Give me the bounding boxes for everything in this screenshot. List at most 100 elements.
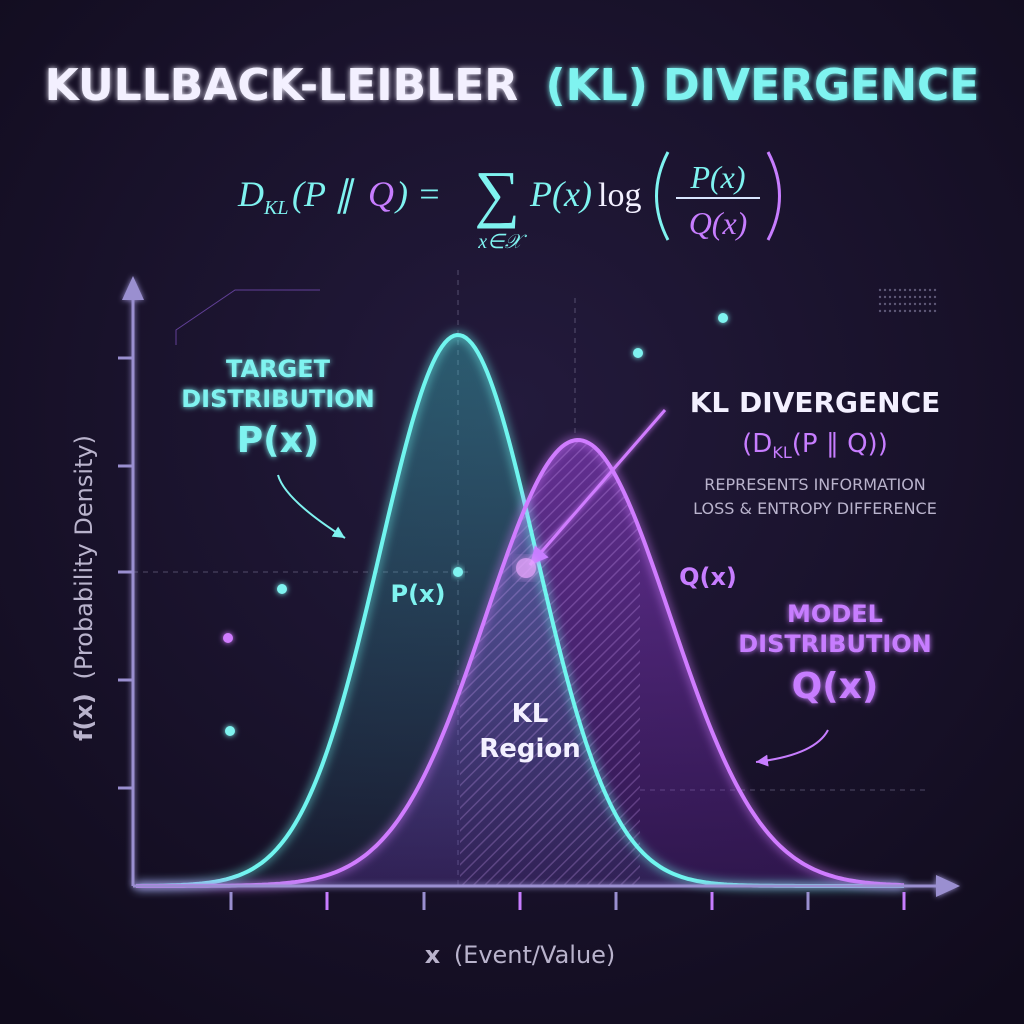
formula-denominator: Q(x) (689, 205, 748, 241)
grid-dot (908, 295, 912, 299)
grid-dot (918, 295, 922, 299)
kl-callout-formula-right: (P ∥ Q)) (792, 429, 888, 459)
grid-dot (893, 288, 897, 292)
formula-args: (P ∥ (292, 174, 355, 214)
target-line: TARGET (226, 355, 331, 383)
kl-callout-desc: LOSS & ENTROPY DIFFERENCE (693, 499, 937, 518)
kl-callout-formula-sub: KL (772, 443, 791, 462)
grid-dot (928, 288, 932, 292)
dot-grid (878, 288, 937, 313)
kl-callout: KL DIVERGENCE (DKL(P ∥ Q)) REPRESENTS IN… (690, 386, 941, 518)
target-arrow (277, 474, 346, 539)
y-axis-text: (Probability Density) (70, 435, 98, 679)
y-axis-symbol: f(x) (70, 693, 98, 741)
model-line: DISTRIBUTION (738, 630, 932, 658)
formula-paren-right (766, 151, 781, 241)
grid-dot (903, 288, 907, 292)
grid-dot (908, 309, 912, 313)
grid-dot (903, 302, 907, 306)
grid-dot (933, 288, 937, 292)
model-line: MODEL (787, 600, 883, 628)
region-line: Region (479, 734, 581, 764)
grid-dot (883, 295, 887, 299)
grid-dot (898, 288, 902, 292)
grid-dot (918, 302, 922, 306)
formula-term: P(x) (529, 174, 592, 214)
peak-dot (453, 567, 463, 577)
target-label: TARGET DISTRIBUTION P(x) (181, 355, 375, 461)
grid-dot (903, 295, 907, 299)
grid-dot (913, 288, 917, 292)
grid-dot (878, 288, 882, 292)
grid-dot (923, 288, 927, 292)
grid-dot (928, 302, 932, 306)
grid-dot (883, 288, 887, 292)
grid-dot (923, 302, 927, 306)
grid-dot (913, 309, 917, 313)
grid-dot (883, 302, 887, 306)
grid-dot (878, 309, 882, 313)
grid-dot (918, 288, 922, 292)
grid-dot (903, 309, 907, 313)
grid-dot (888, 288, 892, 292)
kl-callout-formula-left: (D (742, 429, 772, 459)
region-line: KL (512, 699, 549, 729)
grid-dot (888, 302, 892, 306)
grid-dot (893, 302, 897, 306)
grid-dot (923, 295, 927, 299)
grid-dot (928, 309, 932, 313)
x-axis-text: (Event/Value) (454, 941, 615, 969)
region-label: KL Region (479, 699, 581, 764)
kl-callout-title: KL DIVERGENCE (690, 386, 941, 419)
formula-d: D (237, 174, 264, 214)
formula-sum-index: x∈𝒳 (477, 231, 527, 253)
formula-d-sub: KL (263, 197, 288, 219)
title-part1: KULLBACK-LEIBLER (45, 60, 519, 111)
grid-dot (908, 302, 912, 306)
grid-dot (908, 288, 912, 292)
grid-dot (913, 295, 917, 299)
formula-q: Q (368, 174, 394, 214)
grid-dot (878, 295, 882, 299)
grid-dot (898, 309, 902, 313)
sparkles (223, 313, 728, 736)
model-label: MODEL DISTRIBUTION Q(x) (738, 600, 932, 707)
grid-dot (933, 309, 937, 313)
grid-dot (933, 295, 937, 299)
peak-label: P(x) (390, 580, 445, 608)
grid-dot (888, 309, 892, 313)
title: KULLBACK-LEIBLER (KL) DIVERGENCE (45, 60, 980, 111)
kl-region (460, 440, 640, 886)
grid-dot (878, 302, 882, 306)
grid-dot (918, 309, 922, 313)
grid-dot (898, 302, 902, 306)
model-arrow (755, 729, 829, 767)
x-axis-label: x (Event/Value) (425, 941, 616, 969)
kl-callout-formula: (DKL(P ∥ Q)) (742, 429, 888, 462)
grid-dot (898, 295, 902, 299)
x-axis-symbol: x (425, 941, 441, 969)
grid-dot (888, 295, 892, 299)
model-symbol: Q(x) (792, 666, 879, 707)
title-part2: (KL) DIVERGENCE (545, 60, 979, 111)
grid-dot (923, 309, 927, 313)
grid-dot (933, 302, 937, 306)
formula-args-right: ) = (394, 174, 441, 214)
formula-paren-left (655, 151, 670, 241)
grid-dot (893, 295, 897, 299)
grid-dot (883, 309, 887, 313)
target-line: DISTRIBUTION (181, 385, 375, 413)
formula: D KL (P ∥ Q ) = ∑ x∈𝒳 P(x) log P(x) Q(x) (237, 151, 781, 253)
formula-log: log (598, 177, 641, 214)
ticks (118, 356, 906, 910)
kl-arrow-glow (516, 558, 536, 578)
y-axis-label: f(x) (Probability Density) (70, 435, 98, 741)
formula-sum: ∑ (474, 158, 520, 229)
grid-dot (893, 309, 897, 313)
grid-dot (928, 295, 932, 299)
kl-callout-desc: REPRESENTS INFORMATION (704, 475, 926, 494)
kl-arrow (528, 409, 667, 566)
target-symbol: P(x) (237, 420, 320, 461)
